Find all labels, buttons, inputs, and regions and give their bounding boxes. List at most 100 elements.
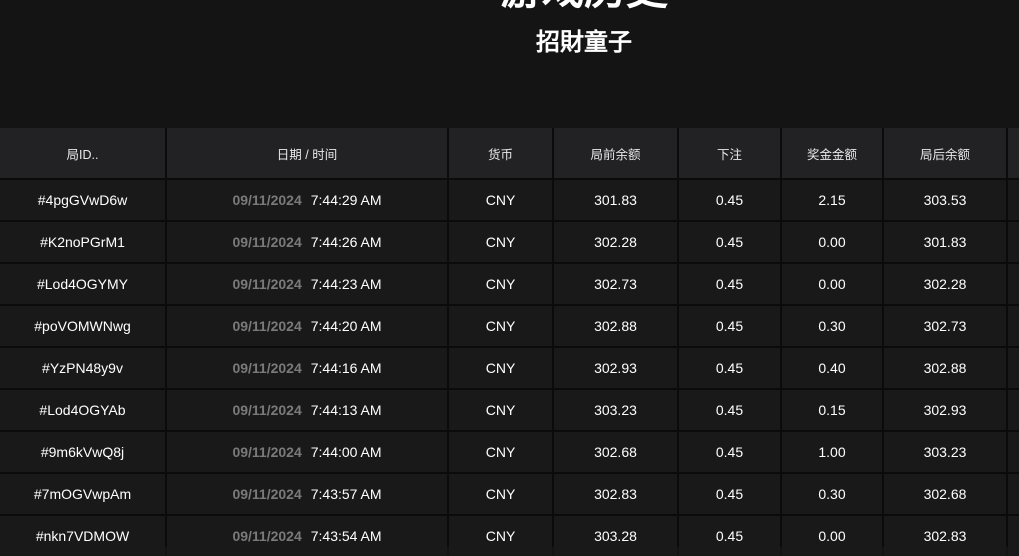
table-cell: 2.15 <box>782 180 882 220</box>
round-id: #7mOGVwpAm <box>0 474 165 514</box>
table-cell: 0.45 <box>679 474 780 514</box>
table-cell: 302.88 <box>554 306 677 346</box>
table-cell: CNY <box>449 180 552 220</box>
table-cell: 0.45 <box>679 348 780 388</box>
table-cell: CNY <box>449 348 552 388</box>
time: 7:44:29 AM <box>310 192 382 208</box>
table-cell <box>1008 180 1019 220</box>
date: 09/11/2024 <box>232 234 302 250</box>
time: 7:44:16 AM <box>310 360 382 376</box>
table-cell <box>1008 222 1019 262</box>
table-cell: CNY <box>449 516 552 556</box>
time: 7:44:23 AM <box>310 276 382 292</box>
table-cell: 0.15 <box>782 390 882 430</box>
table-cell: 0.45 <box>679 390 780 430</box>
date-time-cell: 09/11/2024 7:43:54 AM <box>167 516 447 556</box>
round-id: #poVOMWNwg <box>0 306 165 346</box>
table-cell: 0.00 <box>782 264 882 304</box>
column-header: 局后余额 <box>884 128 1006 178</box>
round-id: #4pgGVwD6w <box>0 180 165 220</box>
column-header: 货币 <box>449 128 552 178</box>
date-time-cell: 09/11/2024 7:44:13 AM <box>167 390 447 430</box>
table-cell <box>1008 306 1019 346</box>
table-cell: 0.30 <box>782 474 882 514</box>
date-time-cell: 09/11/2024 7:44:20 AM <box>167 306 447 346</box>
date: 09/11/2024 <box>232 318 302 334</box>
table-cell <box>1008 390 1019 430</box>
page-subtitle: 招財童子 <box>536 29 632 56</box>
date-time-cell: 09/11/2024 7:44:26 AM <box>167 222 447 262</box>
time: 7:44:26 AM <box>310 234 382 250</box>
table-cell: 0.45 <box>679 180 780 220</box>
column-header: 下注 <box>679 128 780 178</box>
history-table: 局ID.. 日期 / 时间 货币 局前余额 下注 奖金金额 局后余额 #4pgGVwD6w 09… <box>0 128 1019 556</box>
table-cell: 302.83 <box>884 516 1006 556</box>
round-id: #YzPN48y9v <box>0 348 165 388</box>
table-cell <box>1008 264 1019 304</box>
table-cell: CNY <box>449 390 552 430</box>
table-cell <box>1008 432 1019 472</box>
table-cell: CNY <box>449 432 552 472</box>
table-cell <box>1008 348 1019 388</box>
table-cell: 302.28 <box>554 222 677 262</box>
column-header <box>1008 128 1019 178</box>
table-cell: 0.45 <box>679 516 780 556</box>
date-time-cell: 09/11/2024 7:44:00 AM <box>167 432 447 472</box>
table-cell <box>1008 516 1019 556</box>
round-id: #Lod4OGYMY <box>0 264 165 304</box>
time: 7:44:13 AM <box>310 402 382 418</box>
table-cell: 303.53 <box>884 180 1006 220</box>
date: 09/11/2024 <box>232 486 302 502</box>
table-cell: 302.88 <box>884 348 1006 388</box>
date: 09/11/2024 <box>232 360 302 376</box>
date: 09/11/2024 <box>232 528 302 544</box>
table-cell: 0.30 <box>782 306 882 346</box>
table-cell: 302.28 <box>884 264 1006 304</box>
table-cell: CNY <box>449 306 552 346</box>
table-cell: 301.83 <box>884 222 1006 262</box>
table-cell: 303.23 <box>884 432 1006 472</box>
table-cell: 302.73 <box>554 264 677 304</box>
table-cell: 0.40 <box>782 348 882 388</box>
date: 09/11/2024 <box>232 192 302 208</box>
time: 7:43:54 AM <box>310 528 382 544</box>
date-time-cell: 09/11/2024 7:44:29 AM <box>167 180 447 220</box>
table-cell: 1.00 <box>782 432 882 472</box>
time: 7:43:57 AM <box>310 486 382 502</box>
time: 7:44:00 AM <box>310 444 382 460</box>
column-header: 局前余额 <box>554 128 677 178</box>
table-cell: 301.83 <box>554 180 677 220</box>
table-cell: 0.00 <box>782 222 882 262</box>
date-time-cell: 09/11/2024 7:43:57 AM <box>167 474 447 514</box>
column-header: 局ID.. <box>0 128 165 178</box>
page-title: 游戏历史 <box>0 0 1019 14</box>
table-cell: 0.00 <box>782 516 882 556</box>
table-cell: 302.83 <box>554 474 677 514</box>
time: 7:44:20 AM <box>310 318 382 334</box>
date: 09/11/2024 <box>232 276 302 292</box>
table-cell: 302.93 <box>884 390 1006 430</box>
table-cell: 303.28 <box>554 516 677 556</box>
table-cell: 302.93 <box>554 348 677 388</box>
table-cell: CNY <box>449 474 552 514</box>
date: 09/11/2024 <box>232 444 302 460</box>
table-cell: 302.68 <box>884 474 1006 514</box>
table-cell: 302.68 <box>554 432 677 472</box>
round-id: #nkn7VDMOW <box>0 516 165 556</box>
column-header: 奖金金额 <box>782 128 882 178</box>
table-cell: 0.45 <box>679 264 780 304</box>
table-cell: 0.45 <box>679 432 780 472</box>
table-cell: 0.45 <box>679 306 780 346</box>
date-time-cell: 09/11/2024 7:44:16 AM <box>167 348 447 388</box>
date-time-cell: 09/11/2024 7:44:23 AM <box>167 264 447 304</box>
table-cell <box>1008 474 1019 514</box>
table-cell: 0.45 <box>679 222 780 262</box>
table-cell: CNY <box>449 264 552 304</box>
table-cell: 302.73 <box>884 306 1006 346</box>
date: 09/11/2024 <box>232 402 302 418</box>
round-id: #K2noPGrM1 <box>0 222 165 262</box>
column-header: 日期 / 时间 <box>167 128 447 178</box>
table-cell: CNY <box>449 222 552 262</box>
round-id: #9m6kVwQ8j <box>0 432 165 472</box>
